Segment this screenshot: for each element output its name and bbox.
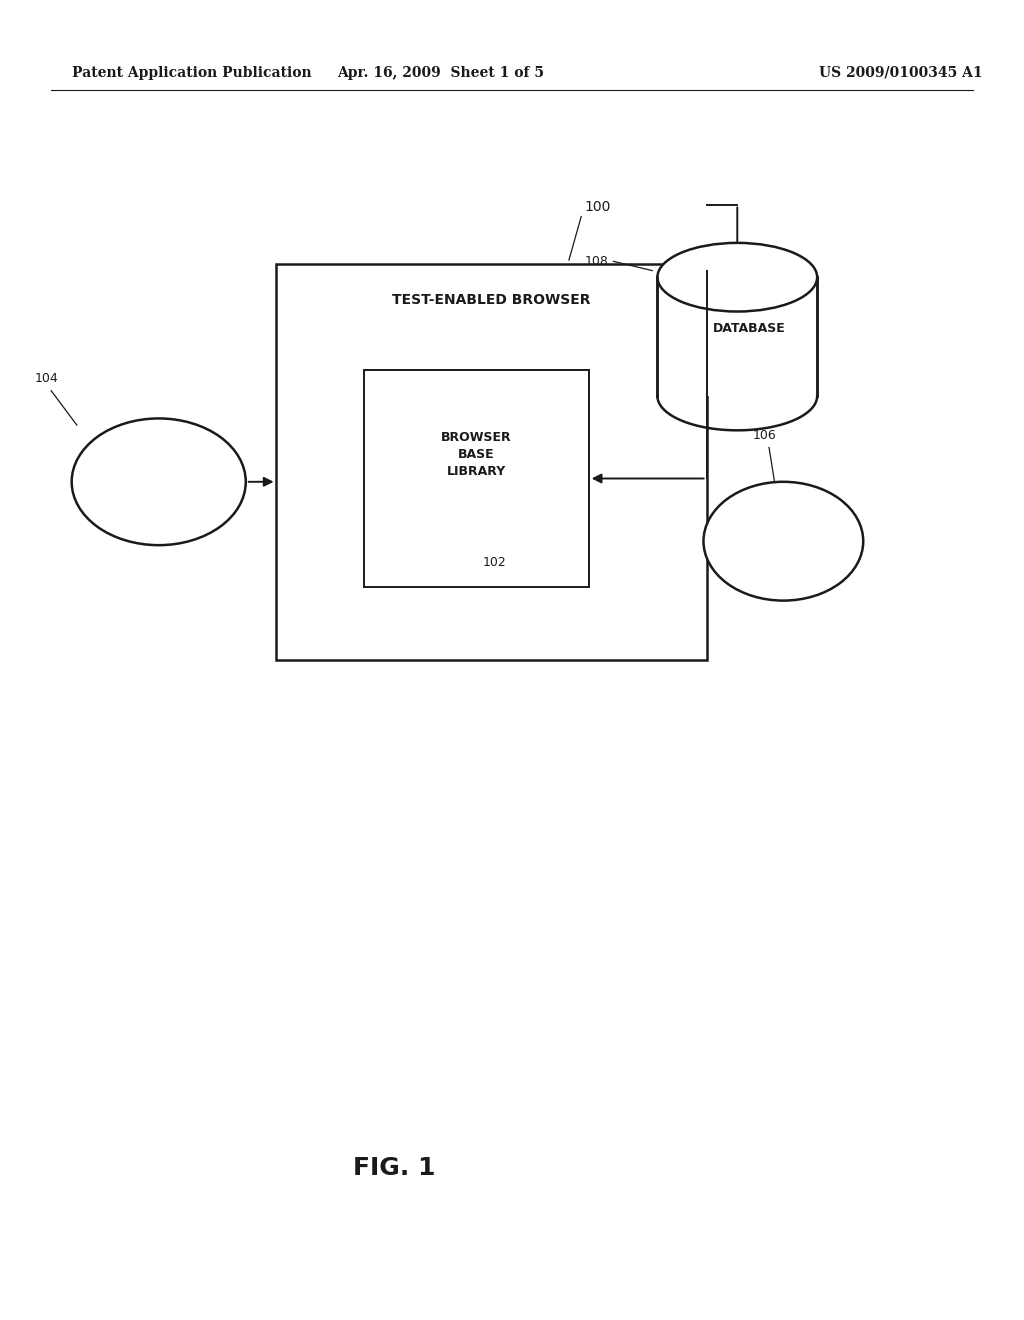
Bar: [364, 370, 589, 587]
Text: 104: 104: [34, 372, 58, 385]
Text: 108: 108: [585, 255, 608, 268]
Text: Patent Application Publication: Patent Application Publication: [72, 66, 311, 79]
Text: TEST-ENABLED BROWSER: TEST-ENABLED BROWSER: [392, 293, 591, 308]
Text: Apr. 16, 2009  Sheet 1 of 5: Apr. 16, 2009 Sheet 1 of 5: [337, 66, 544, 79]
Text: US 2009/0100345 A1: US 2009/0100345 A1: [819, 66, 983, 79]
Text: 102: 102: [482, 556, 507, 569]
Text: FIG. 1: FIG. 1: [353, 1156, 435, 1180]
Ellipse shape: [703, 482, 863, 601]
Text: TRIGGERS: TRIGGERS: [124, 475, 194, 488]
Bar: [276, 264, 707, 660]
Text: DATABASE: DATABASE: [713, 322, 786, 335]
Text: BROWSER
BASE
LIBRARY: BROWSER BASE LIBRARY: [441, 432, 511, 478]
Ellipse shape: [657, 243, 817, 312]
Text: 100: 100: [585, 199, 610, 214]
Text: LOG FILE: LOG FILE: [753, 535, 814, 548]
Ellipse shape: [72, 418, 246, 545]
Text: 106: 106: [753, 429, 777, 442]
Bar: [657, 277, 817, 396]
